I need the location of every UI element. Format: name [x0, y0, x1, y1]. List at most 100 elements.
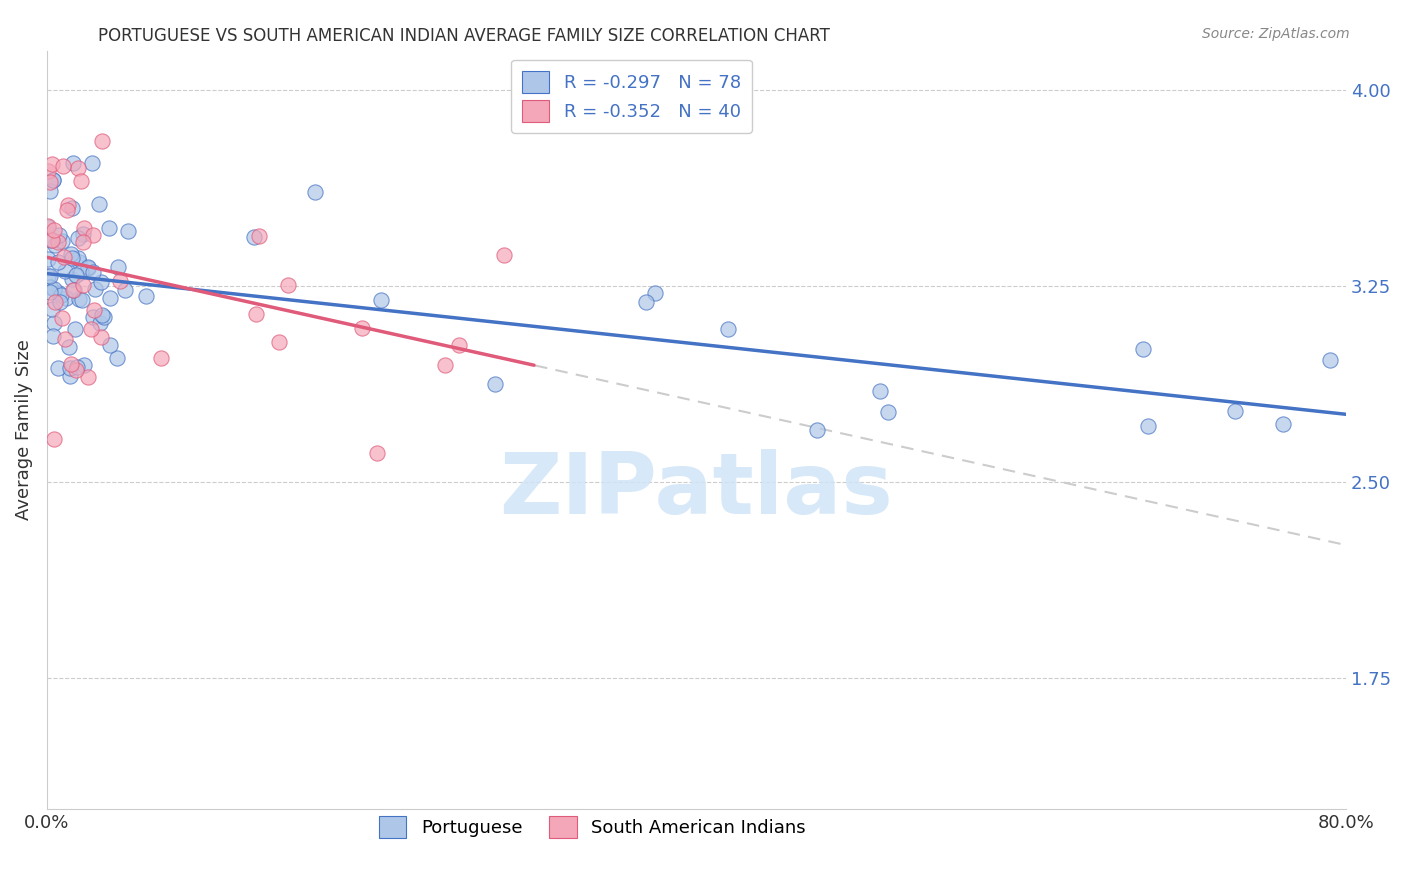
Text: ZIPatlas: ZIPatlas: [499, 449, 893, 533]
Point: [82, 310, 104, 324]
Point: [1132, 342, 1154, 356]
Point: [72, 235, 94, 249]
Point: [91, 134, 114, 148]
Point: [38, 184, 60, 198]
Point: [245, 307, 267, 321]
Point: [39, 233, 62, 247]
Point: [69, 174, 91, 188]
Point: [269, 335, 291, 350]
Point: [63, 322, 86, 336]
Point: [634, 295, 657, 310]
Point: [877, 404, 900, 418]
Point: [304, 185, 326, 199]
Point: [447, 338, 470, 352]
Point: [434, 358, 457, 372]
Point: [58, 198, 80, 212]
Point: [114, 283, 136, 297]
Point: [83, 282, 105, 296]
Point: [69, 255, 91, 269]
Point: [89, 316, 111, 330]
Point: [51, 235, 73, 249]
Text: PORTUGUESE VS SOUTH AMERICAN INDIAN AVERAGE FAMILY SIZE CORRELATION CHART: PORTUGUESE VS SOUTH AMERICAN INDIAN AVER…: [98, 27, 831, 45]
Point: [66, 161, 89, 175]
Point: [97, 220, 120, 235]
Point: [60, 357, 83, 371]
Point: [87, 196, 110, 211]
Point: [1137, 418, 1160, 433]
Point: [65, 268, 87, 283]
Point: [53, 332, 76, 346]
Point: [37, 219, 59, 233]
Point: [59, 361, 82, 376]
Point: [42, 173, 65, 187]
Point: [42, 432, 65, 446]
Point: [243, 229, 266, 244]
Point: [48, 227, 70, 242]
Point: [83, 303, 105, 318]
Point: [80, 155, 103, 169]
Point: [98, 291, 121, 305]
Point: [37, 252, 59, 267]
Point: [62, 156, 84, 170]
Point: [105, 351, 128, 366]
Point: [91, 308, 114, 322]
Point: [72, 277, 94, 292]
Point: [484, 376, 506, 391]
Point: [90, 275, 112, 289]
Point: [366, 446, 388, 460]
Point: [67, 231, 90, 245]
Point: [62, 283, 84, 297]
Point: [44, 294, 66, 309]
Point: [60, 201, 83, 215]
Point: [42, 173, 65, 187]
Point: [77, 261, 100, 276]
Point: [73, 358, 96, 372]
Point: [107, 260, 129, 274]
Point: [82, 265, 104, 279]
Point: [53, 264, 76, 278]
Point: [117, 224, 139, 238]
Point: [59, 369, 82, 384]
Point: [644, 286, 666, 301]
Point: [72, 227, 94, 242]
Point: [52, 250, 75, 264]
Point: [77, 370, 100, 384]
Point: [39, 268, 62, 283]
Point: [352, 321, 374, 335]
Point: [67, 293, 90, 307]
Point: [135, 289, 157, 303]
Point: [52, 160, 75, 174]
Point: [48, 286, 70, 301]
Point: [62, 252, 84, 266]
Text: Source: ZipAtlas.com: Source: ZipAtlas.com: [1202, 27, 1350, 41]
Point: [66, 252, 89, 266]
Point: [46, 254, 69, 268]
Point: [66, 359, 89, 374]
Point: [73, 221, 96, 235]
Point: [37, 164, 59, 178]
Point: [49, 288, 72, 302]
Point: [42, 222, 65, 236]
Point: [42, 329, 65, 343]
Point: [60, 272, 83, 286]
Point: [247, 229, 270, 244]
Point: [370, 293, 392, 307]
Y-axis label: Average Family Size: Average Family Size: [15, 340, 32, 520]
Point: [42, 282, 65, 296]
Point: [41, 234, 63, 248]
Point: [90, 329, 112, 343]
Point: [149, 351, 172, 365]
Point: [93, 310, 115, 325]
Point: [46, 361, 69, 376]
Point: [65, 362, 87, 376]
Point: [108, 274, 131, 288]
Point: [869, 384, 891, 398]
Point: [80, 322, 103, 336]
Point: [806, 423, 828, 437]
Point: [58, 340, 80, 354]
Point: [44, 237, 66, 252]
Point: [51, 311, 73, 326]
Point: [37, 219, 59, 234]
Point: [62, 283, 84, 297]
Point: [492, 248, 515, 262]
